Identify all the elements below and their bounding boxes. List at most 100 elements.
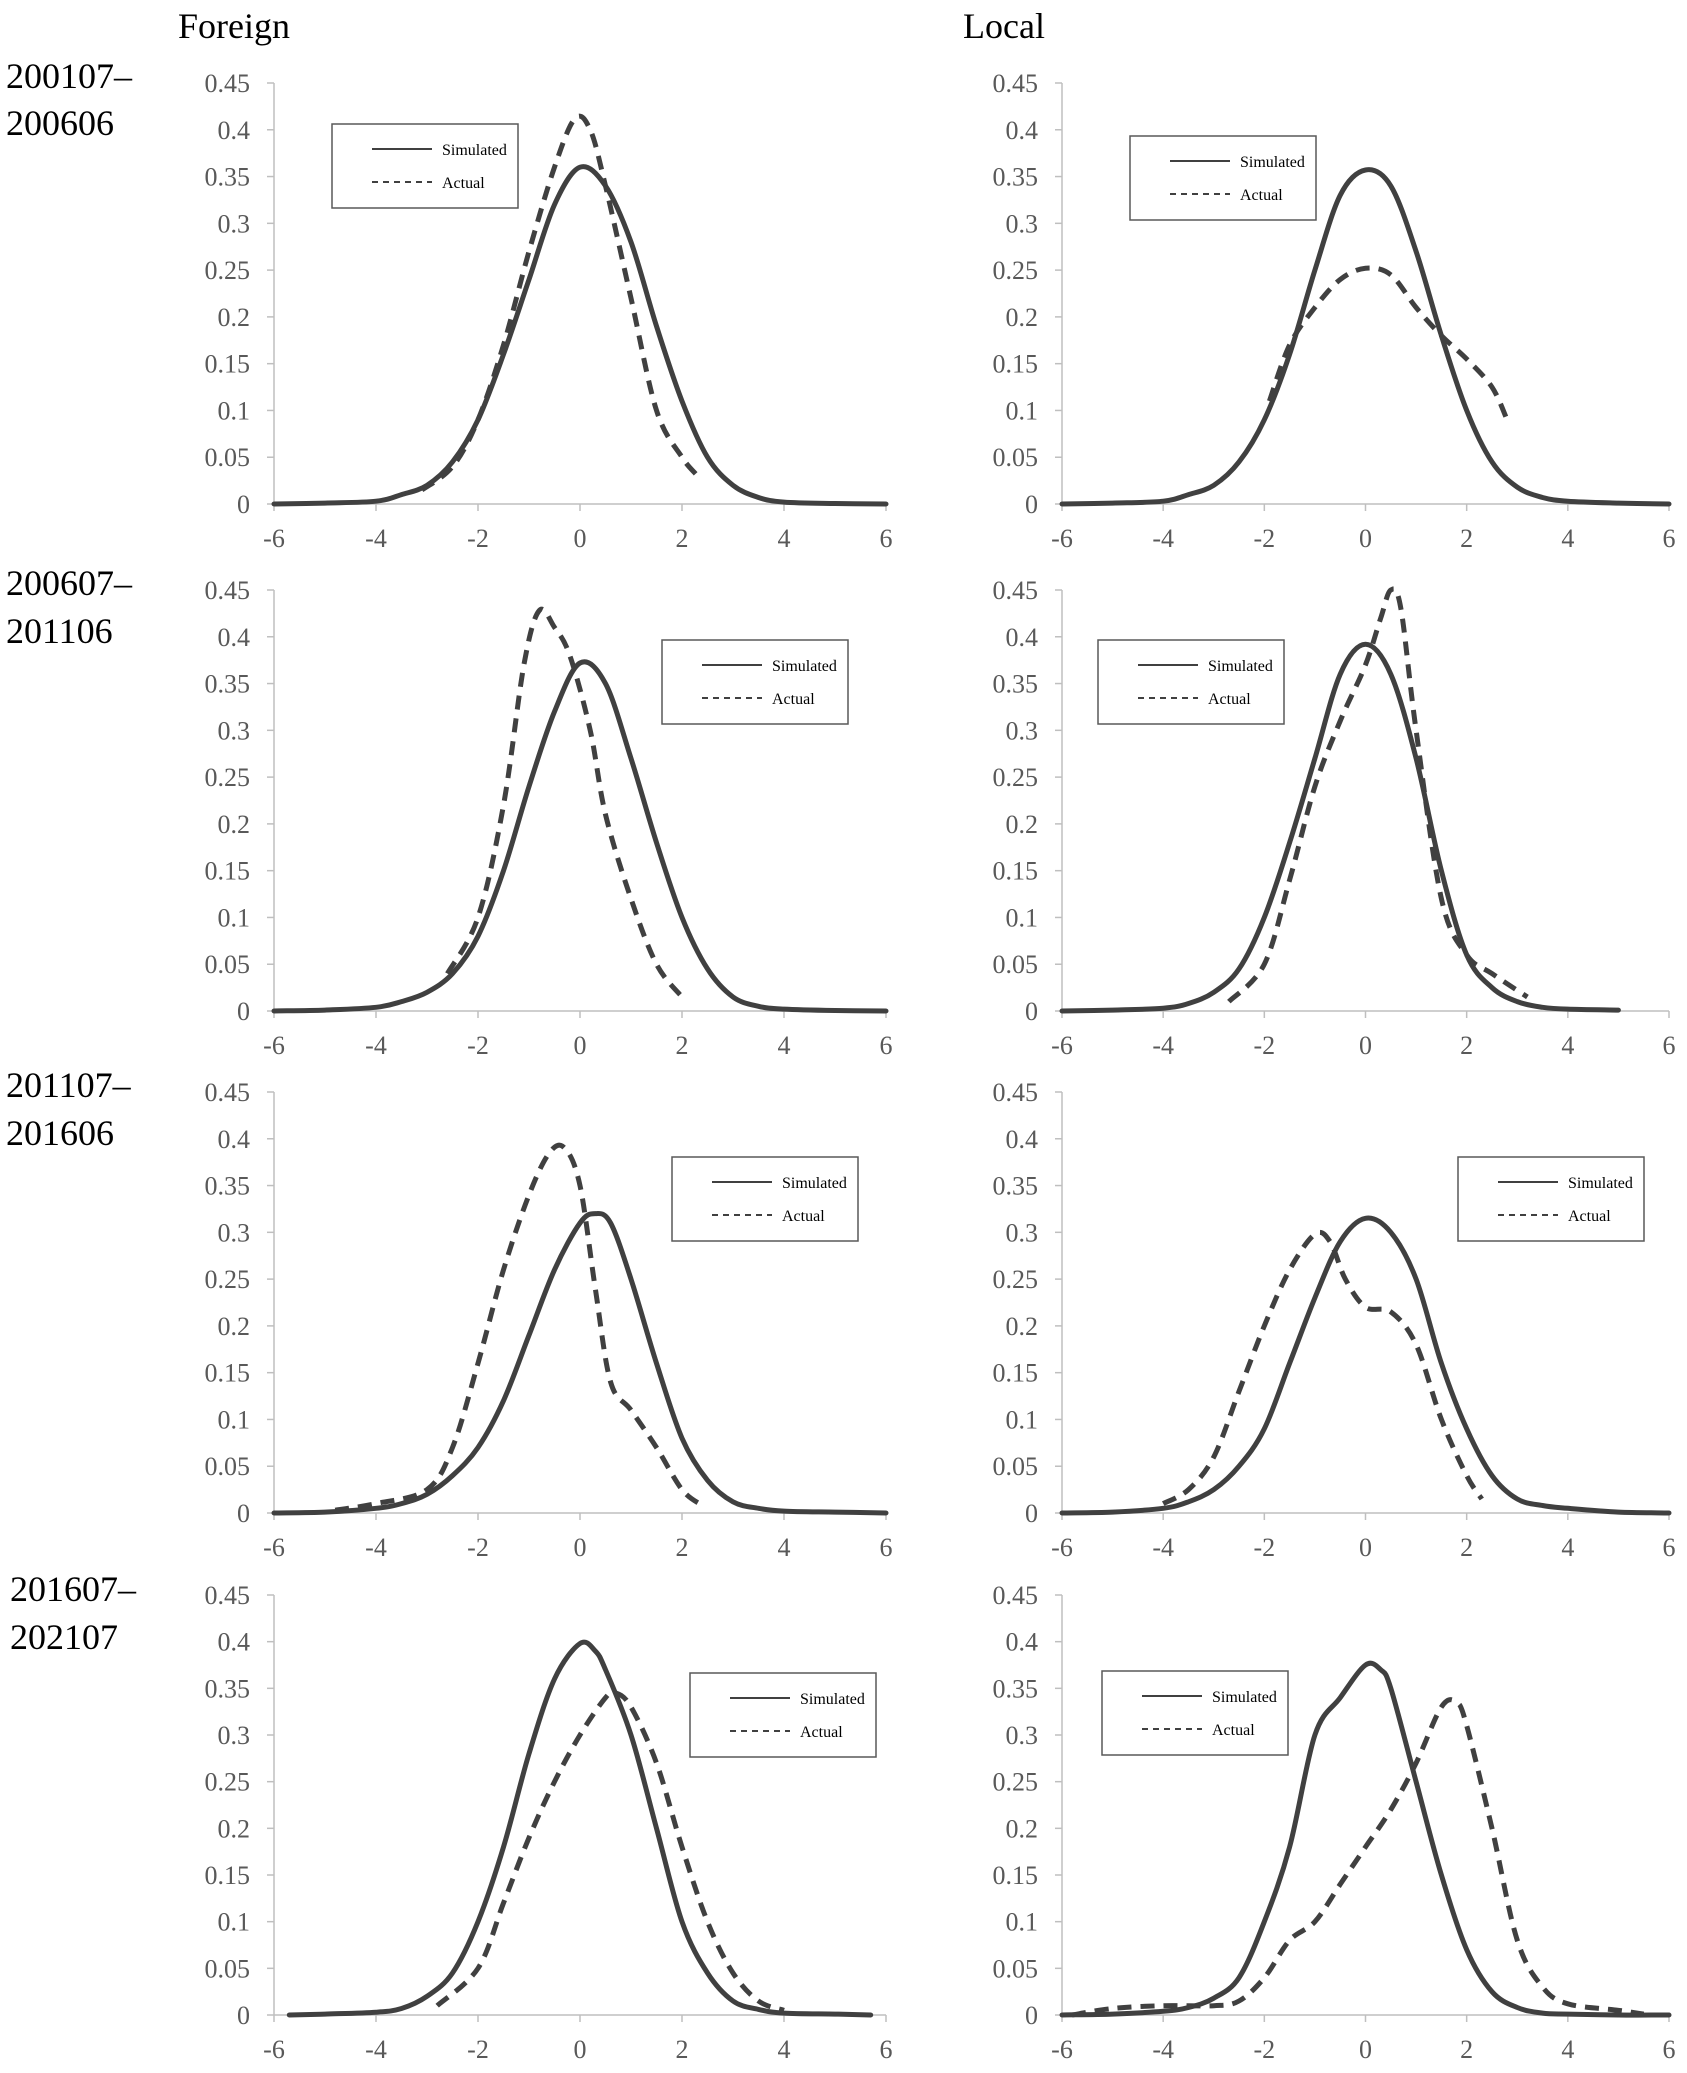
legend-label-simulated: Simulated	[1212, 1689, 1277, 1706]
y-tick-label: 0.3	[1006, 1218, 1039, 1247]
legend: Simulated Actual	[661, 639, 849, 725]
chart-panel: 0 0.05 0.1 0.15 0.2 0.25 0.3 0.35 0.4 0.45 -6 -4 -2 0…	[205, 576, 893, 1060]
y-tick-label: 0.15	[993, 1359, 1039, 1388]
x-tick-label: -2	[1253, 1031, 1275, 1060]
x-tick-label: -4	[365, 1533, 387, 1562]
y-tick-label: 0.35	[205, 163, 251, 192]
y-tick-label: 0.1	[1006, 1405, 1039, 1434]
y-tick-label: 0	[237, 1499, 250, 1528]
chart-panel: 0 0.05 0.1 0.15 0.2 0.25 0.3 0.35 0.4 0.45 -6 -4 -2 0…	[993, 576, 1676, 1060]
x-tick-label: 2	[1460, 1533, 1473, 1562]
row-label-3-end: 201606	[6, 1113, 114, 1153]
legend: Simulated Actual	[671, 1156, 859, 1242]
x-tick-label: 2	[676, 2035, 689, 2064]
y-tick-label: 0	[1025, 2001, 1038, 2030]
legend-label-actual: Actual	[1212, 1722, 1255, 1739]
series-line-simulated	[271, 1211, 889, 1516]
x-tick-label: 4	[1561, 2035, 1574, 2064]
x-tick-label: -6	[263, 1533, 285, 1562]
x-tick-label: -6	[1051, 1031, 1073, 1060]
legend-label-simulated: Simulated	[442, 142, 507, 159]
series-line-simulated	[286, 1639, 874, 2018]
row-label-1-end: 200606	[6, 103, 114, 143]
x-tick-label: -4	[1152, 1031, 1174, 1060]
y-tick-label: 0.15	[993, 350, 1039, 379]
y-tick-label: 0.1	[218, 903, 251, 932]
y-tick-label: 0.35	[205, 1674, 251, 1703]
y-tick-label: 0.45	[993, 1078, 1039, 1107]
y-tick-label: 0.3	[1006, 1721, 1039, 1750]
y-tick-label: 0.25	[993, 1265, 1039, 1294]
y-tick-label: 0.4	[218, 116, 251, 145]
series-line-simulated	[271, 164, 889, 507]
x-tick-label: 4	[778, 2035, 791, 2064]
legend-label-actual: Actual	[1240, 187, 1283, 204]
x-tick-label: 6	[880, 1533, 893, 1562]
x-tick-label: -2	[467, 2035, 489, 2064]
legend-label-actual: Actual	[782, 1208, 825, 1225]
x-tick-label: 6	[1663, 1031, 1676, 1060]
y-tick-label: 0.2	[218, 1814, 251, 1843]
y-tick-label: 0.45	[205, 1581, 251, 1610]
y-tick-label: 0.2	[1006, 810, 1039, 839]
x-tick-label: -6	[1051, 524, 1073, 553]
y-tick-label: 0.25	[205, 763, 251, 792]
legend-label-simulated: Simulated	[1208, 658, 1273, 675]
legend-box	[661, 639, 849, 725]
y-tick-label: 0.35	[993, 1674, 1039, 1703]
row-label-2-start: 200607–	[6, 563, 133, 603]
y-tick-label: 0	[1025, 1499, 1038, 1528]
y-tick-label: 0.1	[218, 1908, 251, 1937]
series-line-simulated	[1059, 167, 1672, 507]
x-tick-label: -6	[1051, 2035, 1073, 2064]
y-tick-label: 0.4	[218, 1628, 251, 1657]
legend-box	[1129, 135, 1317, 221]
x-tick-label: -6	[263, 2035, 285, 2064]
y-tick-label: 0.35	[205, 670, 251, 699]
column-label-local: Local	[963, 6, 1045, 46]
y-tick-label: 0.05	[205, 443, 251, 472]
legend: Simulated Actual	[1097, 639, 1285, 725]
y-tick-label: 0.25	[993, 763, 1039, 792]
y-tick-label: 0.45	[993, 1581, 1039, 1610]
y-tick-label: 0.4	[1006, 1125, 1039, 1154]
row-label-2-end: 201106	[6, 611, 113, 651]
x-tick-label: 2	[1460, 1031, 1473, 1060]
y-tick-label: 0.1	[218, 1405, 251, 1434]
y-tick-label: 0.4	[1006, 623, 1039, 652]
y-tick-label: 0.35	[205, 1172, 251, 1201]
x-tick-label: 0	[1359, 524, 1372, 553]
legend-box	[1101, 1670, 1289, 1756]
chart-panel: 0 0.05 0.1 0.15 0.2 0.25 0.3 0.35 0.4 0.45 -6 -4 -2 0…	[993, 69, 1676, 553]
x-tick-label: -6	[1051, 1533, 1073, 1562]
column-label-foreign: Foreign	[178, 6, 290, 46]
y-tick-label: 0.15	[205, 857, 251, 886]
x-tick-label: -6	[263, 524, 285, 553]
legend: Simulated Actual	[1457, 1156, 1645, 1242]
x-tick-label: -2	[1253, 2035, 1275, 2064]
y-tick-label: 0.1	[218, 396, 251, 425]
y-tick-label: 0.25	[993, 1768, 1039, 1797]
y-tick-label: 0.4	[1006, 1628, 1039, 1657]
row-label-1-start: 200107–	[6, 56, 133, 96]
x-tick-label: 4	[778, 524, 791, 553]
y-tick-label: 0.3	[218, 1721, 251, 1750]
y-tick-label: 0.15	[205, 1861, 251, 1890]
x-tick-label: -2	[1253, 1533, 1275, 1562]
x-tick-label: 0	[1359, 2035, 1372, 2064]
series-line-actual	[420, 113, 701, 493]
x-tick-label: 4	[1561, 1031, 1574, 1060]
y-tick-label: 0.15	[993, 1861, 1039, 1890]
x-tick-label: 6	[880, 1031, 893, 1060]
legend-box	[331, 123, 519, 209]
x-tick-label: -4	[365, 2035, 387, 2064]
y-tick-label: 0.15	[205, 350, 251, 379]
y-tick-label: 0.4	[1006, 116, 1039, 145]
x-tick-label: -4	[365, 524, 387, 553]
x-tick-label: 2	[1460, 524, 1473, 553]
y-tick-label: 0.2	[218, 303, 251, 332]
x-tick-label: 0	[574, 1031, 587, 1060]
x-tick-label: 6	[880, 524, 893, 553]
y-tick-label: 0.05	[205, 1452, 251, 1481]
y-tick-label: 0.35	[993, 670, 1039, 699]
